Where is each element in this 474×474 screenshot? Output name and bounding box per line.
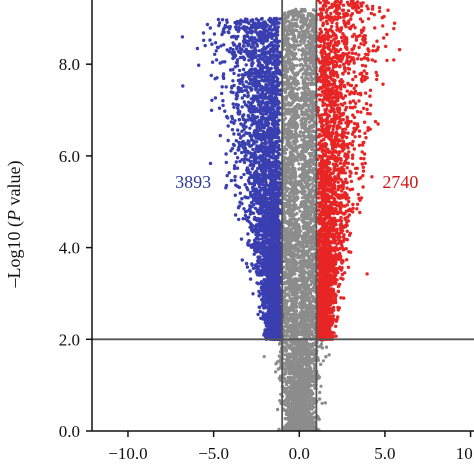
ns-point [278,399,282,403]
ns-point [262,355,266,359]
ns-point [306,31,310,35]
ns-point [321,359,325,363]
ns-point [298,209,302,213]
ns-point [293,18,297,22]
ns-point [320,401,324,405]
ns-point [300,29,304,33]
ns-point [318,390,322,395]
ns-point [312,362,316,366]
ns-point [297,48,301,52]
data-points-layer [180,0,402,431]
ns-point [304,36,308,40]
ns-point [283,353,287,357]
ns-point [283,145,287,149]
ns-point [310,299,314,303]
ns-point [290,18,294,22]
ns-point [300,192,304,196]
ns-point [319,384,323,388]
